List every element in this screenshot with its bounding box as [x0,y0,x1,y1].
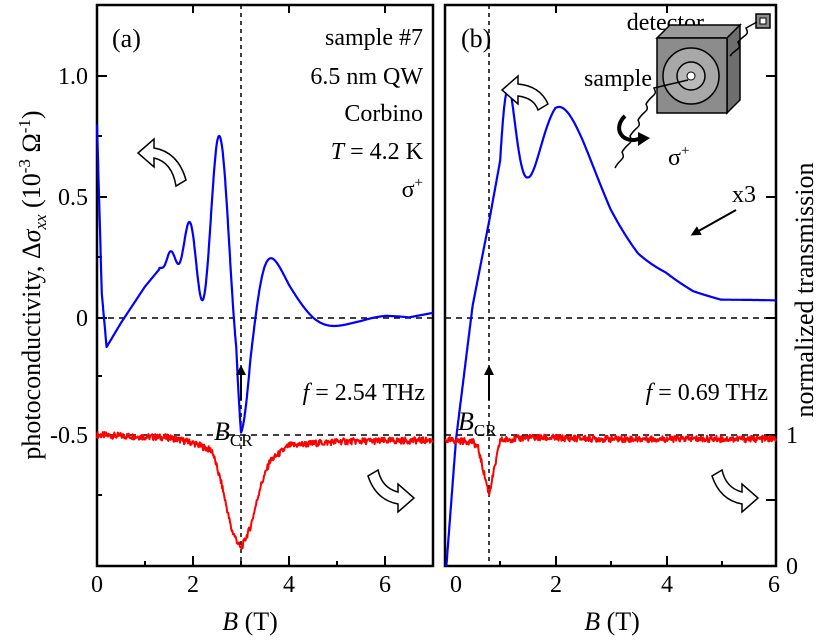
temperature-label: T = 4.2 K [331,139,424,165]
panel-a-photoconductivity-curve [95,124,434,434]
x3-label: x3 [732,182,756,208]
xtick-label: 6 [768,572,780,598]
panel-a-annotations: sample #7 6.5 nm QW Corbino T = 4.2 K σ+… [303,25,425,406]
polarization-b-label: σ+ [668,143,689,171]
polarization-label: σ+ [402,175,423,203]
x3-arrow [690,209,737,236]
panel-b-photoconductivity-curve [444,88,777,567]
right-axis-arrow-b [711,468,760,514]
xtick-label: 2 [187,572,199,598]
panel-b-bcr-label: BCR [458,407,497,440]
left-axis-arrow-a [136,137,187,188]
sample-label: sample #7 [325,25,423,51]
frequency-label: f = 2.54 THz [303,380,425,406]
panel-a-label: (a) [112,24,141,53]
panel-b-y2label: normalized transmission [790,163,819,418]
xtick-label: 4 [283,572,295,598]
left-axis-arrow-b [500,74,549,112]
panel-a-xlabel: B (T) [222,607,278,636]
ytick-label: -0.5 [50,423,88,449]
panel-a-bcr-label: BCR [214,417,253,450]
frequency-b-label: f = 0.69 THz [646,380,768,406]
right-axis-arrow-a [367,468,416,514]
panel-b-transmission-curve [444,433,777,496]
panel-a-frame [95,3,435,568]
xtick-label: 0 [91,572,103,598]
ytick-label: 1.0 [58,64,88,90]
panel-b-y2ticklabels: 1 0 [786,423,798,580]
ytick-label: 0 [76,306,88,332]
panel-b-xlabel: B (T) [584,607,640,636]
xtick-label: 2 [550,572,562,598]
xtick-label: 0 [450,572,462,598]
panel-a-xticklabels: 0 2 4 6 [91,572,391,598]
sample-schematic [614,13,771,169]
ytick-label: 0.5 [58,185,88,211]
panel-b-label: (b) [461,24,491,53]
panel-a-yticklabels: 1.0 0.5 0 -0.5 [50,64,88,449]
panel-b-ticks [499,5,776,566]
xtick-label: 4 [661,572,673,598]
sample-schematic-label: sample [584,66,652,92]
curves [95,88,777,567]
panel-a-ylabel: photoconductivity, Δσxx (10-3 Ω-1) [15,110,50,459]
panel-a-transmission-curve [96,431,434,550]
xtick-label: 6 [379,572,391,598]
y2tick-label: 1 [786,423,798,449]
y2tick-label: 0 [786,554,798,580]
qw-label: 6.5 nm QW [310,64,423,90]
geometry-label: Corbino [344,101,423,127]
panel-b-xticklabels: 0 2 4 6 [450,572,780,598]
